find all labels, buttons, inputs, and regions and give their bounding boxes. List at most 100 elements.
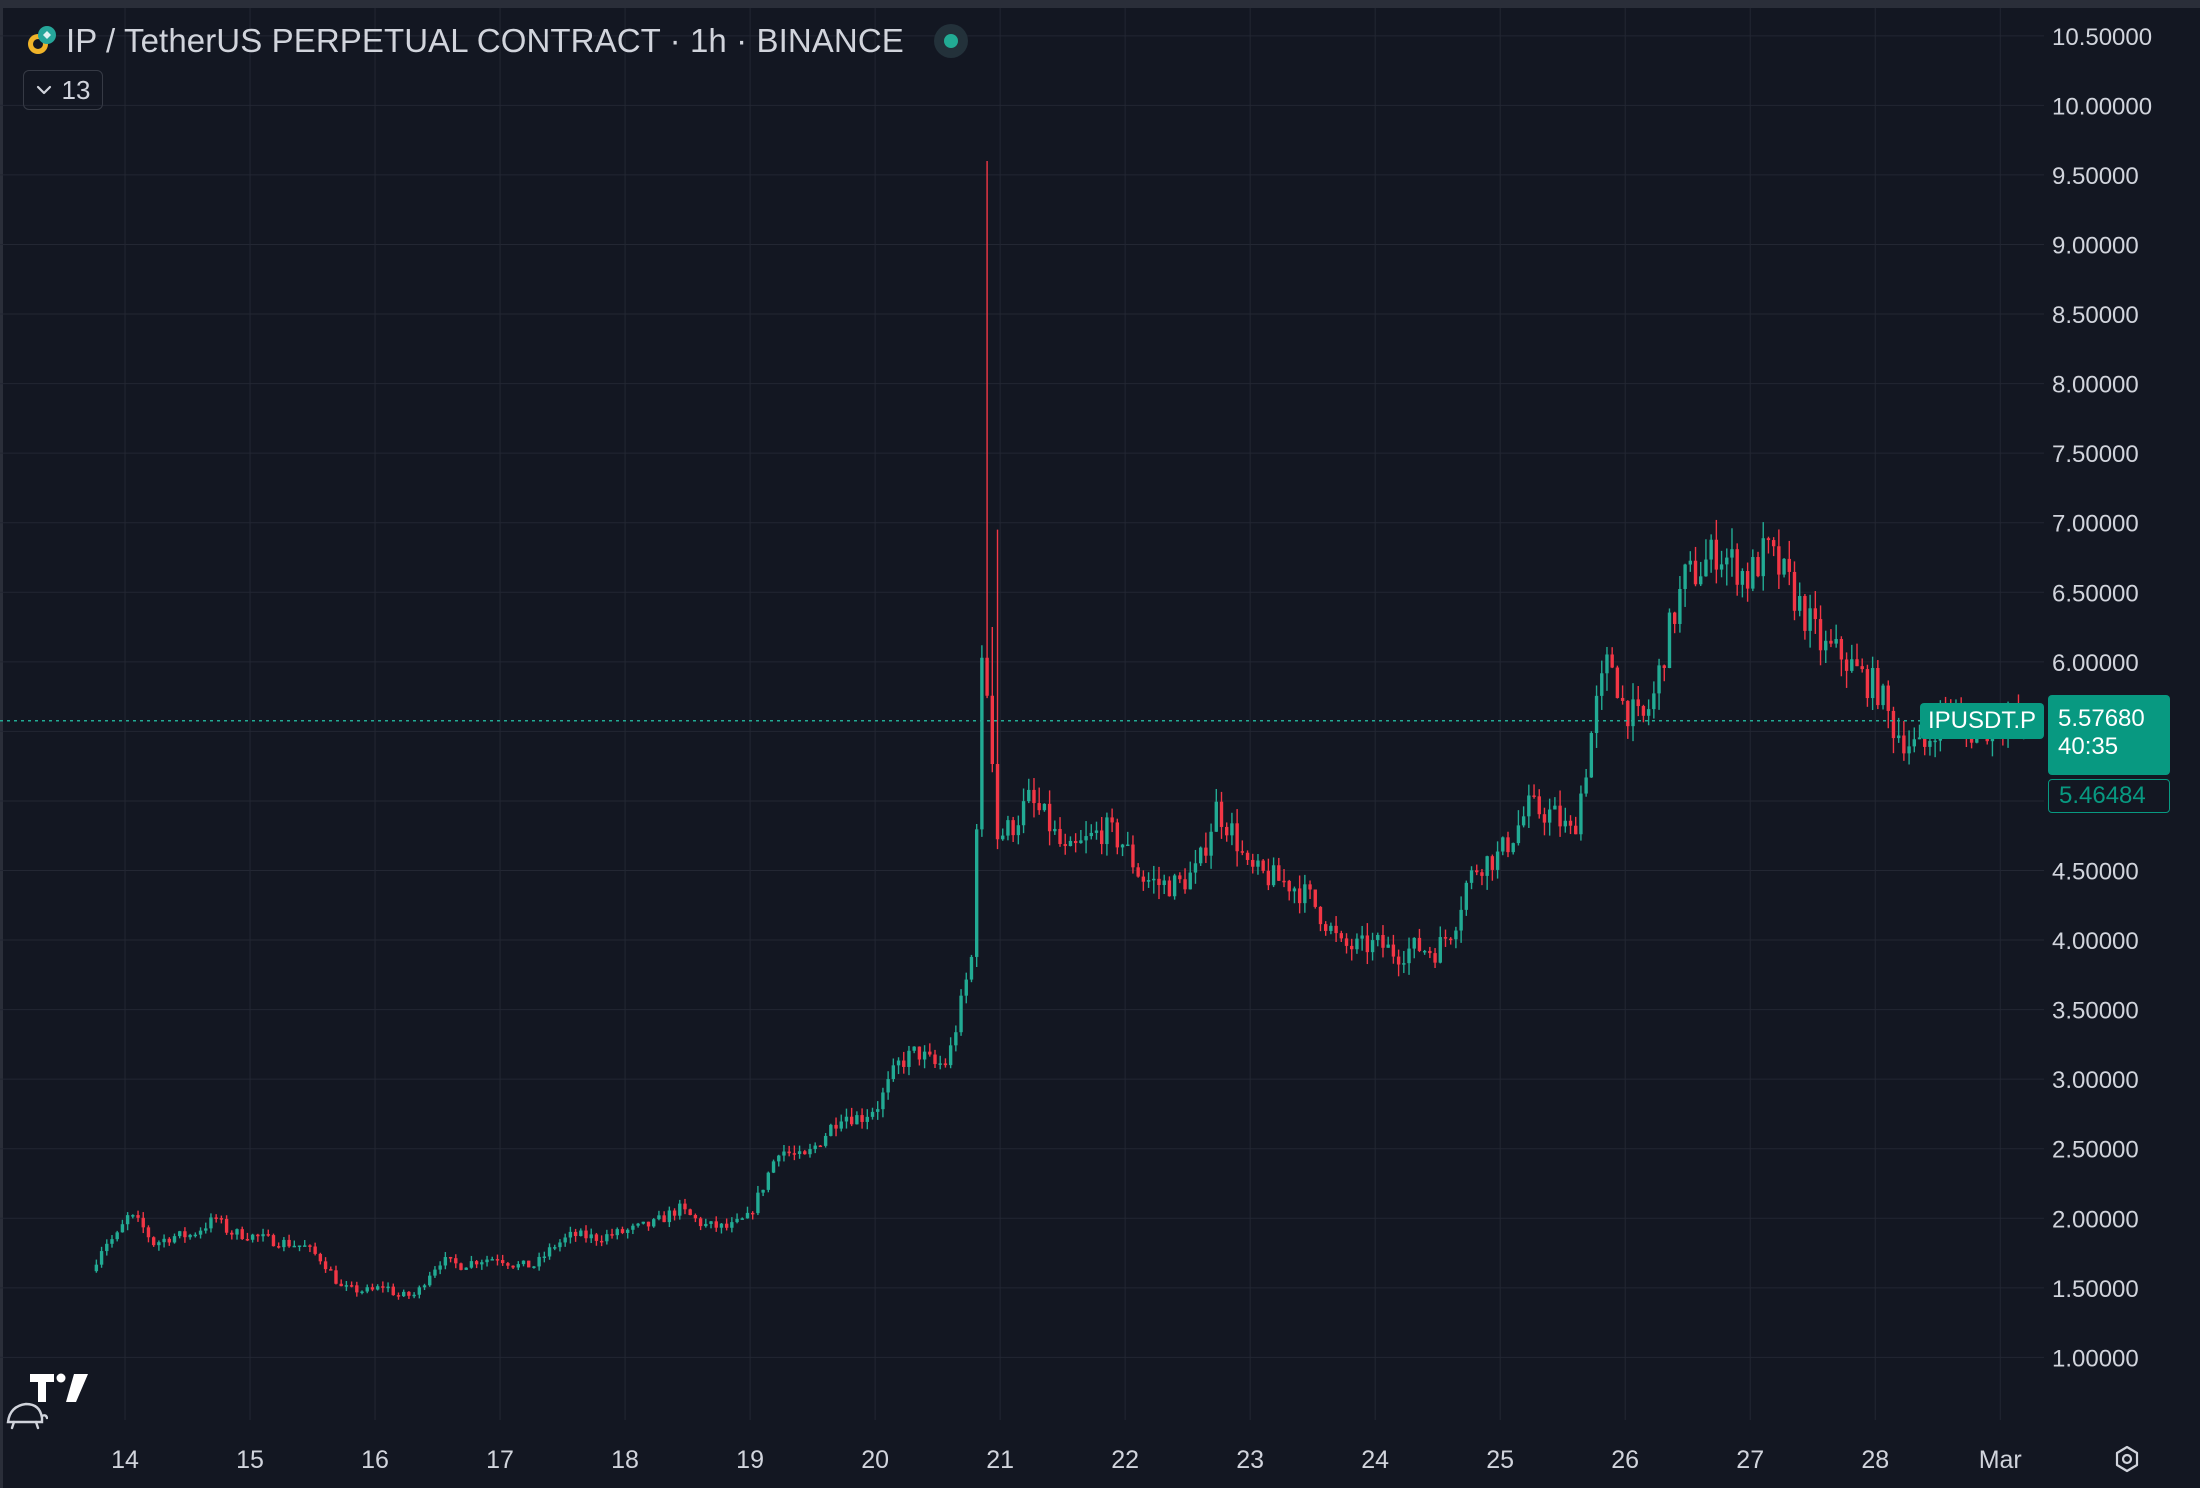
candle-up [490,1259,494,1261]
candle-up [1688,560,1693,565]
candle-up [360,1291,364,1294]
candle-up [297,1245,302,1247]
candle-down [818,1145,823,1148]
candle-up [1600,673,1604,696]
candle-up [1704,559,1708,577]
candle-down [1037,803,1041,811]
candle-down [1886,685,1890,711]
candle-up [844,1116,849,1122]
price-tick-label: 4.50000 [2052,859,2139,886]
candle-up [1256,860,1260,867]
candle-down [1396,956,1401,965]
candle-up [808,1149,812,1155]
candle-up [1657,665,1661,694]
candle-up [365,1287,369,1292]
candle-down [1350,945,1354,950]
candle-down [511,1265,515,1268]
candle-up [1761,538,1765,577]
candle-up [1376,934,1380,941]
candle-down [1844,659,1849,671]
candle-up [110,1239,114,1244]
candle-up [438,1265,442,1270]
price-tick-label: 8.50000 [2052,302,2139,329]
candle-up [250,1234,255,1240]
candle-down [849,1116,854,1125]
candle-down [323,1261,328,1270]
candle-up [1553,805,1557,810]
candle-up [568,1231,573,1238]
candle-up [1678,588,1682,624]
candle-down [1115,822,1120,848]
settings-icon[interactable] [2112,1444,2142,1474]
candle-down [1318,906,1323,925]
price-tick-label: 7.00000 [2052,511,2139,538]
candle-up [652,1219,656,1227]
candle-down [183,1231,187,1238]
candle-up [1053,828,1057,832]
candle-up [1355,938,1359,950]
candle-down [1615,667,1620,698]
candle-up [1152,878,1156,881]
tradingview-logo-icon[interactable] [28,1370,92,1406]
candle-down [1334,925,1338,934]
candle-up [615,1229,619,1236]
candle-down [146,1227,151,1238]
candle-up [563,1237,567,1243]
candle-down [329,1269,333,1271]
candle-up [1652,693,1656,710]
candle-down [167,1238,171,1243]
candle-up [886,1079,890,1093]
candle-down [1542,814,1547,823]
candle-up [1667,612,1672,668]
candle-up [344,1285,349,1287]
turtle-icon [6,1402,48,1430]
price-axis[interactable]: 10.50000 10.00000 9.50000 9.00000 8.50000 8.0… [2052,24,2152,1373]
candle-up [1105,817,1109,845]
candle-up [1188,872,1192,890]
market-status-icon[interactable] [933,24,968,58]
candle-up [579,1230,583,1237]
candle-down [407,1291,411,1296]
candle-up [193,1234,198,1237]
candle-up [839,1121,843,1129]
top-border [0,0,2200,8]
candle-up [1527,795,1531,817]
candle-down [1235,823,1239,852]
candle-down [355,1285,359,1293]
candle-down [928,1051,932,1055]
price-tick-label: 2.00000 [2052,1206,2139,1233]
candle-up [1646,709,1651,716]
candle-down [1777,546,1781,575]
indicators-collapse-button[interactable]: 13 [23,70,103,110]
candle-down [1891,710,1896,739]
candle-up [865,1116,869,1122]
symbol-title[interactable]: IP / TetherUS PERPETUAL CONTRACT · 1h · … [66,22,904,59]
candle-down [1766,538,1771,541]
candle-up [1464,882,1469,910]
candle-up [198,1230,203,1235]
time-axis[interactable]: 14 15 16 17 18 19 20 21 22 23 24 25 26 27 28 Mar [111,1446,2022,1474]
candle-up [1594,695,1599,734]
candle-down [370,1287,375,1290]
candle-down [1277,865,1281,881]
candle-down [318,1253,323,1262]
candle-up [1198,847,1203,864]
candle-down [1620,697,1625,701]
time-tick-label: 21 [986,1446,1014,1474]
candle-up [94,1264,99,1272]
candle-down [391,1286,395,1296]
candle-up [912,1046,916,1051]
candle-up [464,1267,468,1270]
candle-up [1751,557,1755,589]
candle-up [1808,608,1812,631]
candle-up [1719,564,1724,570]
left-border [0,0,3,1488]
candle-down [1490,856,1495,870]
bar-countdown: 40:35 [2058,732,2119,760]
candle-up [1068,840,1073,847]
candle-down [1251,859,1255,867]
candle-down [1323,924,1328,931]
candle-down [1443,937,1448,939]
